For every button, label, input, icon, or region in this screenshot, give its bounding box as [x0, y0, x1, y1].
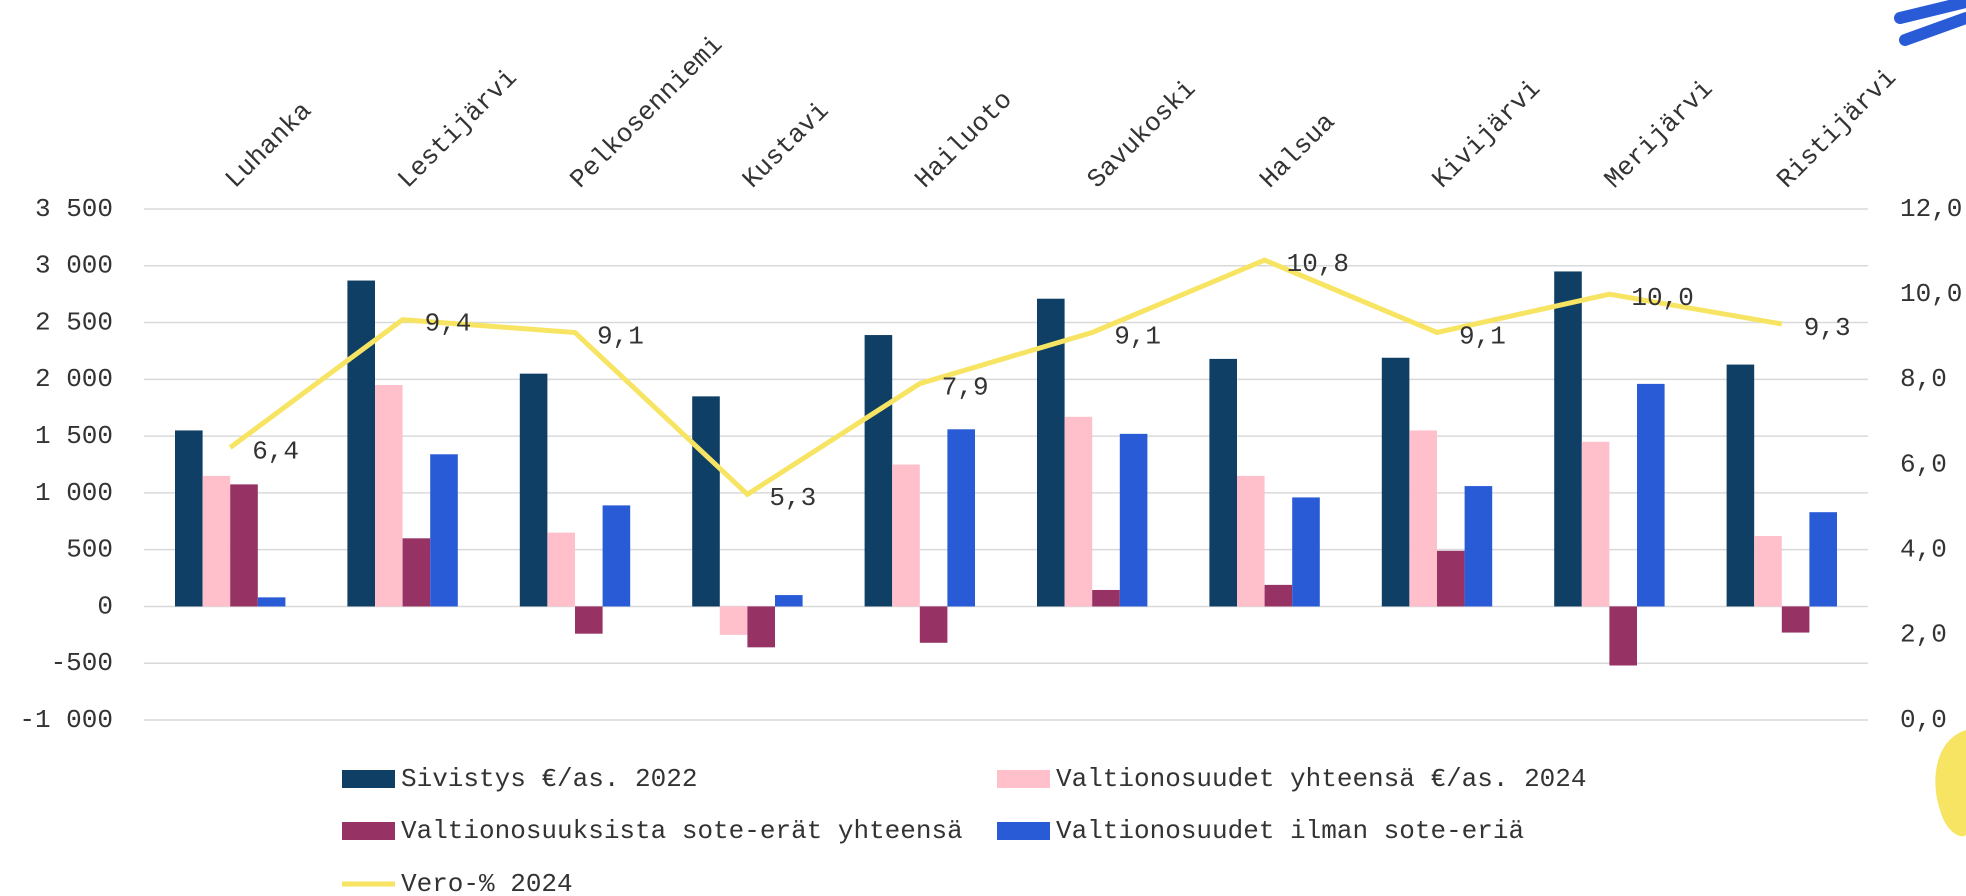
legend-label: Valtionosuudet yhteensä €/as. 2024	[1056, 764, 1587, 794]
legend-label: Sivistys €/as. 2022	[401, 764, 697, 794]
y2-tick-label: 10,0	[1900, 279, 1962, 309]
data-label: 5,3	[769, 483, 816, 513]
bar	[1637, 383, 1665, 607]
data-label: 7,9	[942, 372, 989, 402]
bar	[1554, 271, 1582, 607]
y-tick-label: 1 500	[35, 421, 113, 451]
legend-swatch	[342, 770, 395, 788]
bar	[202, 475, 231, 607]
bar	[519, 373, 548, 607]
x-tick-label: Kustavi	[737, 96, 835, 194]
bar	[257, 597, 286, 607]
bar	[864, 335, 893, 607]
x-tick-label: Halsua	[1254, 107, 1341, 194]
bar	[892, 464, 920, 607]
bar	[1092, 589, 1120, 607]
x-tick-label: Lestijärvi	[392, 63, 524, 195]
bar	[375, 385, 403, 607]
bar	[347, 280, 375, 607]
legend-label: Valtionosuudet ilman sote-eriä	[1056, 816, 1524, 846]
y2-tick-label: 6,0	[1900, 449, 1947, 479]
bar	[1581, 441, 1610, 607]
x-tick-label: Merijärvi	[1599, 74, 1720, 195]
bar	[1609, 606, 1637, 666]
bar	[1409, 430, 1437, 607]
y-tick-label: 0	[97, 591, 113, 621]
legend-swatch	[997, 822, 1050, 840]
bar	[919, 606, 948, 643]
bar	[230, 484, 258, 607]
data-label: 9,1	[1459, 321, 1506, 351]
x-tick-label: Hailuoto	[909, 85, 1018, 194]
bar	[719, 606, 748, 635]
bar	[1237, 475, 1265, 607]
data-label: 10,0	[1631, 283, 1693, 313]
data-label: 9,1	[597, 321, 644, 351]
x-tick-label: Savukoski	[1082, 74, 1203, 195]
bar	[1264, 584, 1293, 607]
legend-label: Valtionosuuksista sote-erät yhteensä	[401, 816, 963, 846]
y-tick-label: -500	[51, 648, 113, 678]
bar	[430, 454, 458, 607]
y-tick-label: 1 000	[35, 478, 113, 508]
x-tick-label: Pelkosenniemi	[564, 30, 729, 195]
data-label: 6,4	[252, 436, 299, 466]
bar	[1726, 364, 1755, 607]
bar	[947, 429, 975, 607]
bar	[1292, 497, 1320, 607]
y2-tick-label: 2,0	[1900, 620, 1947, 650]
bar	[1437, 550, 1465, 607]
decoration	[1894, 0, 1966, 46]
y-tick-label: 2 000	[35, 364, 113, 394]
bar	[1119, 433, 1148, 607]
bar	[1809, 512, 1837, 607]
bar	[175, 430, 203, 607]
data-label: 10,8	[1287, 249, 1349, 279]
bar	[602, 505, 631, 607]
bar	[1064, 416, 1093, 607]
data-label: 9,3	[1804, 313, 1851, 343]
x-tick-label: Luhanka	[220, 96, 318, 194]
bar	[1381, 357, 1410, 607]
bar	[575, 606, 603, 634]
bar	[547, 532, 575, 607]
y2-tick-label: 0,0	[1900, 705, 1947, 735]
y-tick-label: 2 500	[35, 307, 113, 337]
line	[228, 257, 1783, 498]
legend-swatch	[342, 822, 395, 840]
x-tick-label: Kivijärvi	[1426, 74, 1547, 195]
bar	[747, 606, 775, 648]
y-tick-label: -1 000	[19, 705, 113, 735]
bar	[1781, 606, 1810, 633]
bar	[1464, 486, 1493, 607]
decoration	[1935, 730, 1966, 837]
data-label: 9,1	[1114, 321, 1161, 351]
y-tick-label: 3 500	[35, 194, 113, 224]
bar	[1209, 358, 1237, 607]
legend-swatch	[997, 770, 1050, 788]
bar	[402, 538, 431, 607]
bar	[775, 595, 803, 607]
y-tick-label: 500	[66, 535, 113, 565]
bar	[1754, 536, 1782, 607]
x-tick-label: Ristijärvi	[1771, 63, 1903, 195]
legend-label: Vero-% 2024	[401, 869, 573, 896]
y2-tick-label: 4,0	[1900, 535, 1947, 565]
bar	[692, 396, 720, 607]
data-label: 9,4	[425, 309, 472, 339]
y2-tick-label: 8,0	[1900, 364, 1947, 394]
y-tick-label: 3 000	[35, 251, 113, 281]
y2-tick-label: 12,0	[1900, 194, 1962, 224]
